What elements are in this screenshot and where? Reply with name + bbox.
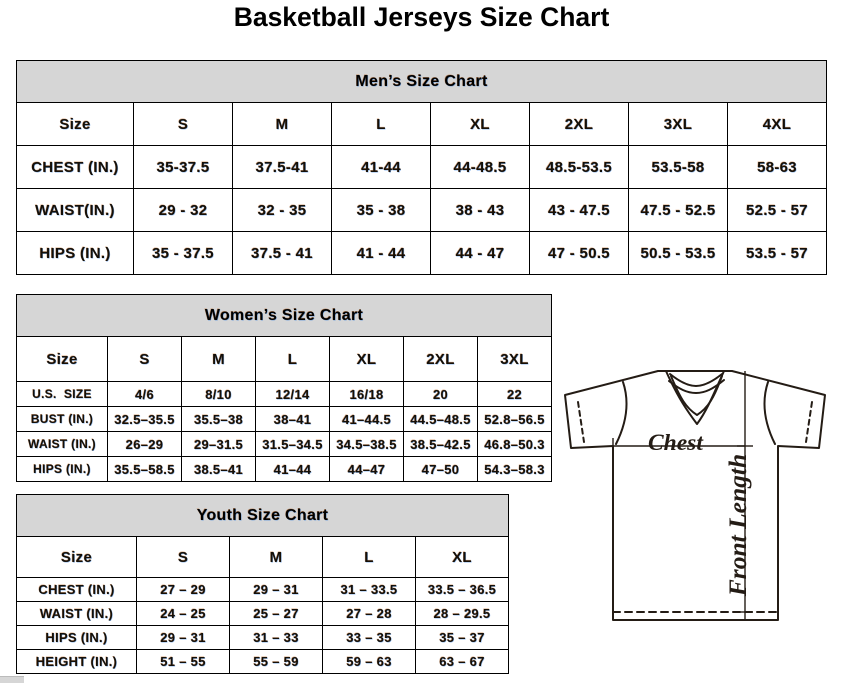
svg-text:Front Length: Front Length <box>723 454 752 597</box>
svg-text:Chest: Chest <box>648 430 704 456</box>
